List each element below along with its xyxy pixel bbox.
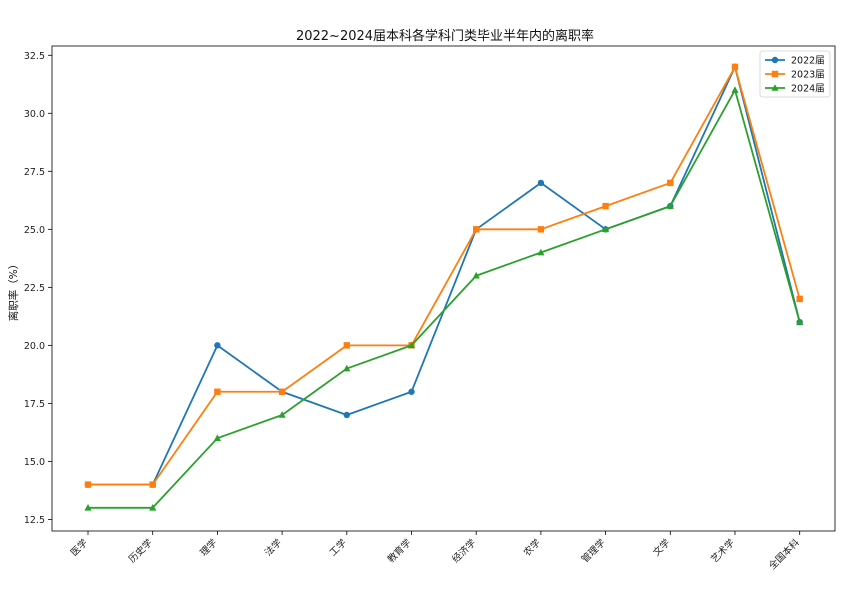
data-point bbox=[343, 411, 350, 419]
y-tick-label: 22.5 bbox=[24, 283, 45, 294]
data-point bbox=[472, 271, 480, 279]
legend-marker bbox=[771, 56, 779, 64]
data-point bbox=[149, 503, 157, 511]
legend-label: 2022届 bbox=[791, 56, 825, 67]
x-tick-label: 工学 bbox=[327, 537, 349, 559]
x-tick-label: 医学 bbox=[68, 537, 90, 559]
series-line bbox=[88, 65, 801, 486]
x-tick-label: 文学 bbox=[650, 537, 672, 559]
y-axis-ticks: 12.5 15.0 17.5 20.0 22.5 25.0 27.5 30.0 32.5 bbox=[24, 51, 52, 526]
series-2022届 bbox=[84, 63, 803, 488]
x-tick-label: 教育学 bbox=[385, 537, 414, 566]
legend-entry: 2023届 bbox=[765, 70, 825, 81]
y-tick-label: 27.5 bbox=[24, 167, 45, 178]
data-point bbox=[84, 503, 92, 511]
legend-label: 2024届 bbox=[791, 84, 825, 95]
y-axis-label: 离职率（%） bbox=[7, 259, 20, 321]
data-point bbox=[473, 226, 480, 233]
legend-entry: 2022届 bbox=[765, 56, 825, 67]
data-point bbox=[84, 481, 92, 488]
series-2023届 bbox=[84, 63, 803, 488]
series-lines bbox=[84, 63, 804, 511]
x-axis-ticks: 医学 历史学 理学 法学 工学 教育学 经济学 农学 管理学 文学 艺术学 全国本科 bbox=[68, 531, 802, 572]
data-point bbox=[278, 388, 286, 395]
y-tick-label: 32.5 bbox=[24, 51, 45, 62]
x-tick-label: 历史学 bbox=[126, 537, 155, 566]
x-tick-label: 经济学 bbox=[450, 537, 479, 566]
chart-title: 2022~2024届本科各学科门类毕业半年内的离职率 bbox=[296, 28, 594, 44]
data-point bbox=[602, 202, 609, 210]
data-point bbox=[537, 179, 545, 187]
data-point bbox=[731, 63, 739, 71]
x-tick-label: 法学 bbox=[262, 537, 284, 559]
legend-label: 2023届 bbox=[791, 70, 825, 81]
data-point bbox=[213, 434, 221, 441]
data-point bbox=[537, 248, 545, 256]
data-point bbox=[602, 225, 610, 233]
y-tick-label: 25.0 bbox=[24, 225, 45, 236]
legend-marker bbox=[771, 70, 779, 78]
data-point bbox=[731, 86, 739, 93]
y-tick-label: 20.0 bbox=[24, 341, 45, 352]
y-tick-label: 15.0 bbox=[24, 457, 45, 468]
x-tick-label: 管理学 bbox=[579, 537, 608, 566]
data-point bbox=[537, 226, 545, 233]
y-tick-label: 17.5 bbox=[24, 399, 45, 410]
data-point bbox=[796, 295, 803, 303]
series-2024届 bbox=[84, 86, 804, 511]
data-point bbox=[667, 179, 674, 187]
data-point bbox=[149, 481, 156, 488]
x-tick-label: 艺术学 bbox=[708, 537, 737, 566]
series-line bbox=[88, 89, 801, 509]
y-tick-label: 12.5 bbox=[24, 515, 45, 526]
data-point bbox=[343, 342, 350, 349]
x-tick-label: 理学 bbox=[198, 537, 220, 559]
series-line bbox=[88, 65, 801, 486]
legend-marker bbox=[771, 84, 779, 91]
legend: 2022届 2023届 2024届 bbox=[759, 50, 831, 98]
legend-box bbox=[759, 50, 831, 98]
data-point bbox=[666, 202, 674, 209]
data-point bbox=[214, 388, 221, 395]
data-point bbox=[407, 341, 416, 349]
y-tick-label: 30.0 bbox=[24, 109, 45, 120]
x-tick-label: 全国本科 bbox=[766, 536, 802, 572]
x-tick-label: 农学 bbox=[521, 537, 543, 559]
data-point bbox=[796, 318, 804, 325]
data-point bbox=[343, 364, 351, 372]
data-point bbox=[214, 342, 221, 349]
legend-entry: 2024届 bbox=[765, 84, 825, 95]
data-point bbox=[408, 388, 415, 395]
plot-area-frame bbox=[51, 45, 836, 532]
data-point bbox=[278, 411, 286, 418]
